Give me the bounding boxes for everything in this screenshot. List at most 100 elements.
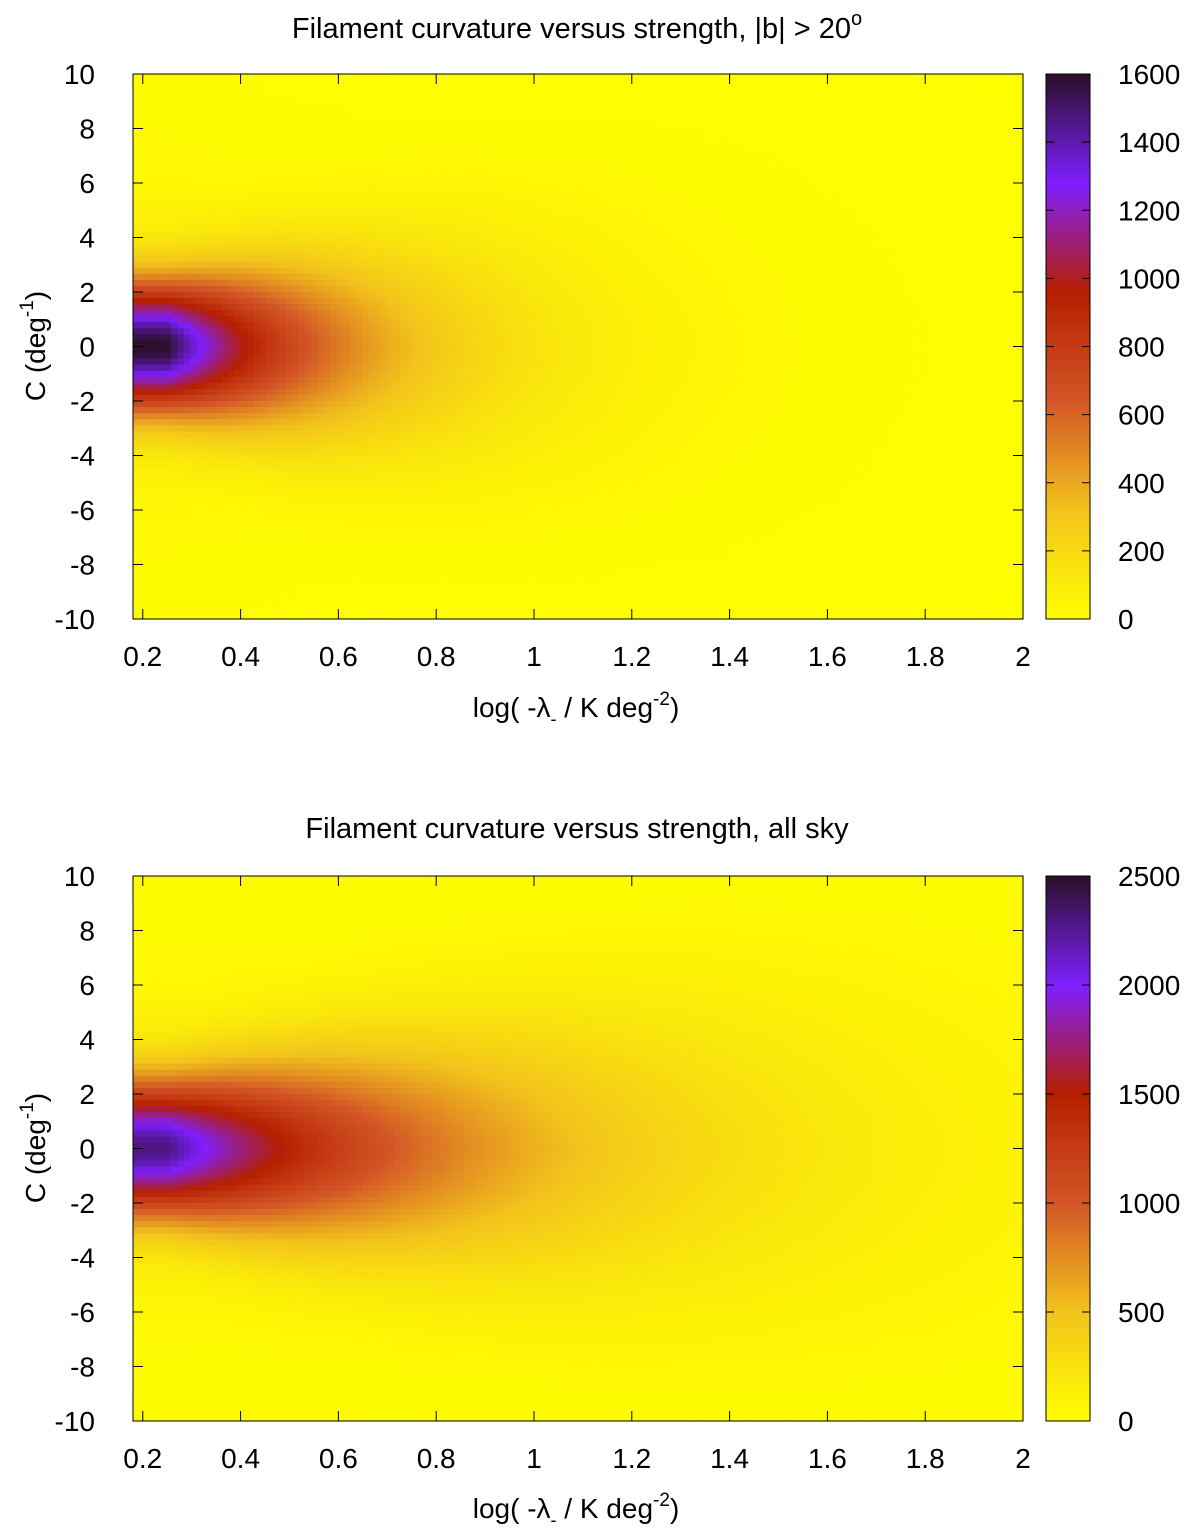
heatmap-cell	[730, 183, 738, 190]
heatmap-cell	[908, 146, 916, 154]
heatmap-cell	[215, 104, 223, 111]
heatmap-cell	[425, 273, 433, 281]
heatmap-cell	[298, 285, 306, 293]
heatmap-cell	[495, 201, 503, 208]
heatmap-cell	[902, 152, 910, 160]
heatmap-cell	[380, 134, 388, 142]
heatmap-cell	[527, 152, 535, 160]
heatmap-cell	[552, 231, 560, 239]
heatmap-cell	[234, 279, 242, 287]
heatmap-cell	[876, 189, 884, 196]
heatmap-cell	[673, 243, 681, 251]
heatmap-cell	[1016, 273, 1024, 281]
heatmap-cell	[908, 255, 916, 263]
heatmap-cell	[539, 213, 547, 220]
heatmap-cell	[825, 183, 833, 190]
heatmap-cell	[158, 267, 166, 275]
heatmap-cell	[514, 201, 522, 208]
heatmap-cell	[368, 255, 376, 263]
heatmap-cell	[190, 243, 198, 251]
heatmap-cell	[228, 122, 236, 130]
heatmap-cell	[139, 219, 147, 226]
heatmap-cell	[489, 243, 496, 251]
heatmap-cell	[959, 122, 967, 130]
heatmap-cell	[845, 249, 852, 257]
heatmap-cell	[222, 80, 229, 87]
heatmap-cell	[355, 80, 363, 87]
heatmap-cell	[349, 267, 357, 275]
heatmap-cell	[247, 152, 255, 160]
heatmap-cell	[819, 255, 827, 263]
heatmap-cell	[145, 152, 153, 160]
heatmap-cell	[171, 273, 179, 281]
heatmap-cell	[806, 140, 814, 148]
heatmap-cell	[800, 146, 808, 154]
heatmap-cell	[234, 92, 242, 99]
heatmap-cell	[406, 261, 414, 269]
heatmap-cell	[260, 267, 268, 275]
heatmap-cell	[552, 152, 560, 160]
heatmap-cell	[241, 134, 249, 142]
heatmap-cell	[349, 110, 357, 117]
heatmap-cell	[724, 273, 732, 281]
heatmap-cell	[622, 201, 630, 208]
heatmap-cell	[819, 80, 827, 87]
heatmap-cell	[565, 249, 573, 257]
heatmap-cell	[419, 237, 427, 245]
heatmap-cell	[984, 92, 992, 99]
heatmap-cell	[133, 176, 140, 184]
heatmap-cell	[794, 98, 802, 105]
heatmap-cell	[940, 195, 948, 202]
heatmap-cell	[266, 98, 274, 105]
heatmap-cell	[298, 225, 306, 233]
heatmap-cell	[355, 225, 363, 233]
heatmap-cell	[1003, 140, 1011, 148]
heatmap-cell	[190, 183, 198, 190]
heatmap-cell	[622, 128, 630, 136]
heatmap-cell	[190, 128, 198, 136]
heatmap-cell	[374, 116, 382, 124]
heatmap-cell	[317, 285, 325, 293]
heatmap-cell	[387, 116, 395, 124]
heatmap-cell	[234, 128, 242, 136]
heatmap-cell	[164, 116, 172, 124]
heatmap-cell	[635, 122, 643, 130]
heatmap-cell	[717, 237, 725, 245]
heatmap-cell	[749, 201, 757, 208]
heatmap-cell	[571, 104, 579, 111]
heatmap-cell	[794, 170, 802, 178]
heatmap-cell	[597, 176, 605, 184]
heatmap-cell	[832, 261, 840, 269]
heatmap-cell	[870, 128, 878, 136]
heatmap-cell	[539, 80, 547, 87]
heatmap-cell	[978, 116, 986, 124]
heatmap-cell	[908, 164, 916, 172]
heatmap-cell	[692, 122, 700, 130]
heatmap-cell	[997, 237, 1005, 245]
heatmap-cell	[419, 80, 427, 87]
heatmap-cell	[883, 225, 891, 233]
heatmap-cell	[336, 207, 344, 214]
heatmap-cell	[756, 152, 763, 160]
heatmap-cell	[927, 122, 935, 130]
heatmap-cell	[406, 98, 414, 105]
heatmap-cell	[539, 104, 547, 111]
heatmap-cell	[539, 98, 547, 105]
heatmap-cell	[527, 249, 535, 257]
heatmap-cell	[253, 249, 261, 257]
heatmap-cell	[902, 158, 910, 166]
heatmap-cell	[565, 164, 573, 172]
heatmap-cell	[787, 261, 795, 269]
heatmap-cell	[819, 116, 827, 124]
heatmap-cell	[558, 140, 566, 148]
heatmap-cell	[215, 249, 223, 257]
heatmap-cell	[228, 273, 236, 281]
heatmap-cell	[934, 195, 941, 202]
heatmap-cell	[253, 80, 261, 87]
heatmap-cell	[736, 170, 744, 178]
heatmap-cell	[794, 261, 802, 269]
heatmap-cell	[565, 80, 573, 87]
heatmap-cell	[889, 92, 897, 99]
heatmap-cell	[953, 279, 961, 287]
heatmap-cell	[164, 249, 172, 257]
